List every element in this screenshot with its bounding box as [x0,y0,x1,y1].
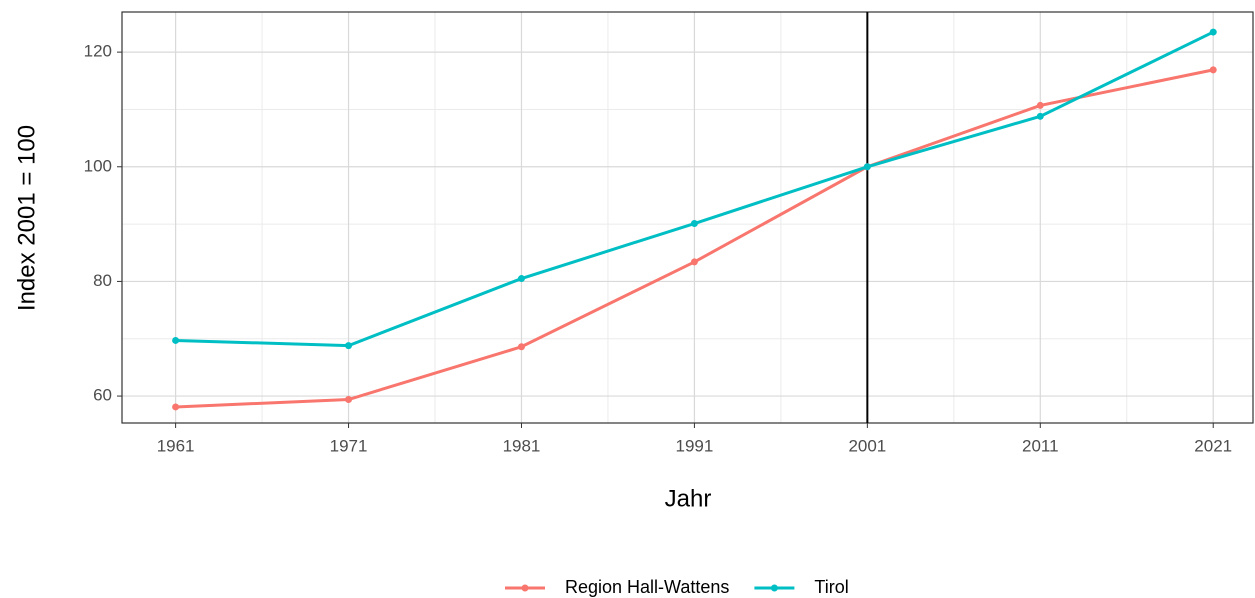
y-tick-label: 120 [84,42,112,61]
data-point [863,163,871,171]
data-point [172,336,180,344]
legend-key-point [521,584,529,592]
data-point [517,343,525,351]
data-point [345,395,353,403]
x-tick-label: 2021 [1194,436,1232,455]
y-tick-label: 60 [93,386,112,405]
legend-label: Tirol [814,577,848,597]
x-tick-label: 1981 [503,436,541,455]
y-tick-label: 100 [84,156,112,175]
data-point [517,275,525,283]
legend-label: Region Hall-Wattens [565,577,729,597]
data-point [345,342,353,350]
data-point [172,403,180,411]
data-point [1209,28,1217,36]
x-tick-label: 1971 [330,436,368,455]
x-tick-label: 2001 [848,436,886,455]
data-point [1036,112,1044,120]
y-tick-label: 80 [93,271,112,290]
x-axis-title: Jahr [665,485,712,512]
x-tick-label: 1961 [157,436,195,455]
legend-key-point [770,584,778,592]
data-point [1036,101,1044,109]
data-point [690,220,698,228]
data-point [1209,66,1217,74]
data-point [690,258,698,266]
x-tick-label: 2011 [1022,436,1059,455]
x-tick-label: 1991 [676,436,714,455]
panel-border [121,11,1254,424]
y-axis-title: Index 2001 = 100 [13,125,40,311]
